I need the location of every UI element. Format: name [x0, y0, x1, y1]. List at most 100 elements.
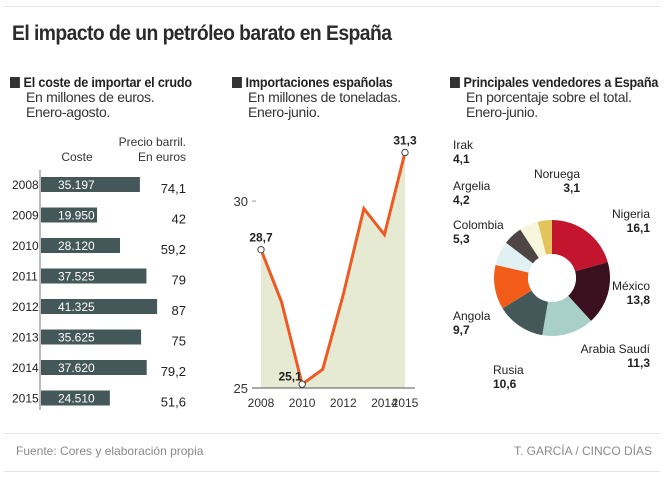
data-point	[257, 245, 265, 254]
price-value-label: 87	[172, 303, 186, 318]
subtitle-line-1: En millones de toneladas.	[248, 89, 401, 105]
square-bullet-icon	[450, 77, 460, 88]
cost-value-label: 41.325	[58, 300, 95, 314]
price-value-label: 42	[172, 212, 186, 227]
heading-text: El coste de importar el crudo	[23, 74, 193, 90]
price-value-label: 79,2	[161, 364, 186, 379]
cost-bar	[41, 177, 140, 192]
year-label: 2013	[12, 331, 39, 345]
x-tick-label: 2010	[289, 396, 316, 410]
y-tick-label: 25	[234, 381, 248, 396]
footer-top-rule	[4, 433, 660, 434]
price-value-label: 51,6	[161, 395, 186, 410]
footer-bottom-rule	[4, 471, 660, 472]
slice-name-label: Rusia	[493, 363, 524, 377]
slice-value-label: 5,3	[453, 232, 470, 246]
data-point	[401, 148, 409, 157]
slice-value-label: 4,2	[453, 193, 470, 207]
donut-slice	[568, 262, 610, 321]
credit-note: T. GARCÍA / CINCO DÍAS	[513, 444, 652, 458]
cost-bar	[41, 329, 142, 345]
y-tick-label: 30	[234, 194, 248, 209]
price-column-label: Precio barril.	[119, 135, 186, 149]
data-point	[298, 380, 306, 388]
cost-bar	[41, 299, 158, 314]
donut-slice	[505, 229, 539, 264]
subtitle-line-2: Enero-junio.	[248, 104, 320, 120]
year-label: 2011	[12, 270, 38, 284]
slice-name-label: México	[612, 279, 650, 293]
slice-name-label: Noruega	[534, 167, 580, 181]
price-value-label: 75	[172, 334, 186, 349]
page-title: El impacto de un petróleo barato en Espa…	[12, 22, 392, 45]
slice-name-label: Angola	[453, 309, 491, 323]
section-imports: Importaciones españolas En millones de t…	[232, 74, 410, 120]
cost-bar	[41, 390, 110, 406]
cost-bar	[41, 360, 147, 375]
slice-name-label: Nigeria	[612, 207, 650, 221]
cost-bar	[41, 238, 121, 253]
slice-name-label: Irak	[453, 138, 474, 152]
cost-value-label: 35.625	[58, 331, 95, 345]
slice-name-label: Colombia	[453, 218, 504, 232]
data-label: 25,1	[278, 369, 302, 383]
cost-value-label: 37.525	[58, 270, 95, 284]
x-tick-label: 2015	[392, 396, 419, 410]
cost-value-label: 24.510	[58, 392, 95, 406]
price-value-label: 74,1	[161, 181, 186, 196]
cost-value-label: 28.120	[58, 239, 95, 253]
x-tick-label: 2012	[330, 396, 357, 410]
square-bullet-icon	[10, 77, 20, 88]
section-cost: El coste de importar el crudo En millone…	[10, 74, 212, 120]
section-sellers: Principales vendedores a España En porce…	[450, 74, 664, 120]
donut-slice	[495, 242, 533, 273]
area-fill	[261, 152, 405, 388]
year-label: 2010	[12, 239, 39, 253]
subtitle-line-1: En porcentaje sobre el total.	[466, 89, 632, 105]
cost-value-label: 37.620	[58, 361, 95, 375]
cost-value-label: 35.197	[58, 178, 95, 192]
price-value-label: 59,2	[161, 242, 186, 257]
square-bullet-icon	[232, 77, 242, 88]
year-label: 2008	[12, 178, 39, 192]
slice-value-label: 9,7	[453, 323, 470, 337]
top-rule	[4, 6, 660, 7]
slice-value-label: 11,3	[627, 356, 650, 370]
donut-slice	[552, 220, 608, 272]
cost-column-label: Coste	[61, 150, 93, 164]
cost-bar	[41, 268, 147, 284]
slice-name-label: Arabia Saudí	[581, 342, 651, 356]
slice-value-label: 10,6	[493, 377, 517, 391]
slice-value-label: 13,8	[627, 293, 651, 307]
slice-value-label: 4,1	[453, 152, 470, 166]
donut-slice	[537, 220, 552, 255]
donut-slice	[494, 264, 532, 309]
section-heading: Importaciones españolas	[232, 74, 393, 90]
subtitle-line-1: En millones de euros.	[26, 89, 155, 105]
data-label: 28,7	[249, 231, 273, 245]
donut-slice	[542, 295, 592, 337]
data-label: 31,3	[393, 133, 417, 147]
imports-line	[259, 152, 407, 387]
donut-slice	[520, 221, 547, 258]
year-label: 2014	[12, 361, 39, 375]
heading-text: Principales vendedores a España	[463, 74, 659, 90]
source-note: Fuente: Cores y elaboración propia	[16, 444, 204, 458]
section-heading: Principales vendedores a España	[450, 74, 658, 90]
subtitle-line-2: Enero-agosto.	[26, 104, 111, 120]
slice-name-label: Argelia	[453, 179, 491, 193]
cost-bar-chart: Coste Precio barril.En euros 2008 35.197 74,…	[12, 135, 186, 410]
slice-value-label: 16,1	[627, 221, 651, 235]
x-tick-label: 2008	[248, 396, 275, 410]
year-label: 2012	[12, 300, 39, 314]
x-tick-label: 2014	[371, 396, 398, 410]
slice-value-label: 3,1	[563, 181, 580, 195]
year-label: 2015	[12, 392, 39, 406]
heading-text: Importaciones españolas	[245, 74, 393, 90]
price-column-label: En euros	[138, 150, 186, 164]
cost-bar	[41, 207, 98, 223]
price-value-label: 79	[172, 273, 186, 288]
